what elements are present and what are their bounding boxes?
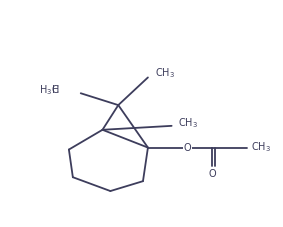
Text: CH$_3$: CH$_3$ (251, 141, 271, 155)
Text: CH$_3$: CH$_3$ (155, 67, 175, 80)
Text: H: H (52, 85, 59, 95)
Text: CH$_3$: CH$_3$ (177, 116, 198, 130)
Text: O: O (184, 143, 191, 153)
Text: O: O (208, 169, 216, 179)
Text: H$_3$C: H$_3$C (39, 83, 59, 97)
